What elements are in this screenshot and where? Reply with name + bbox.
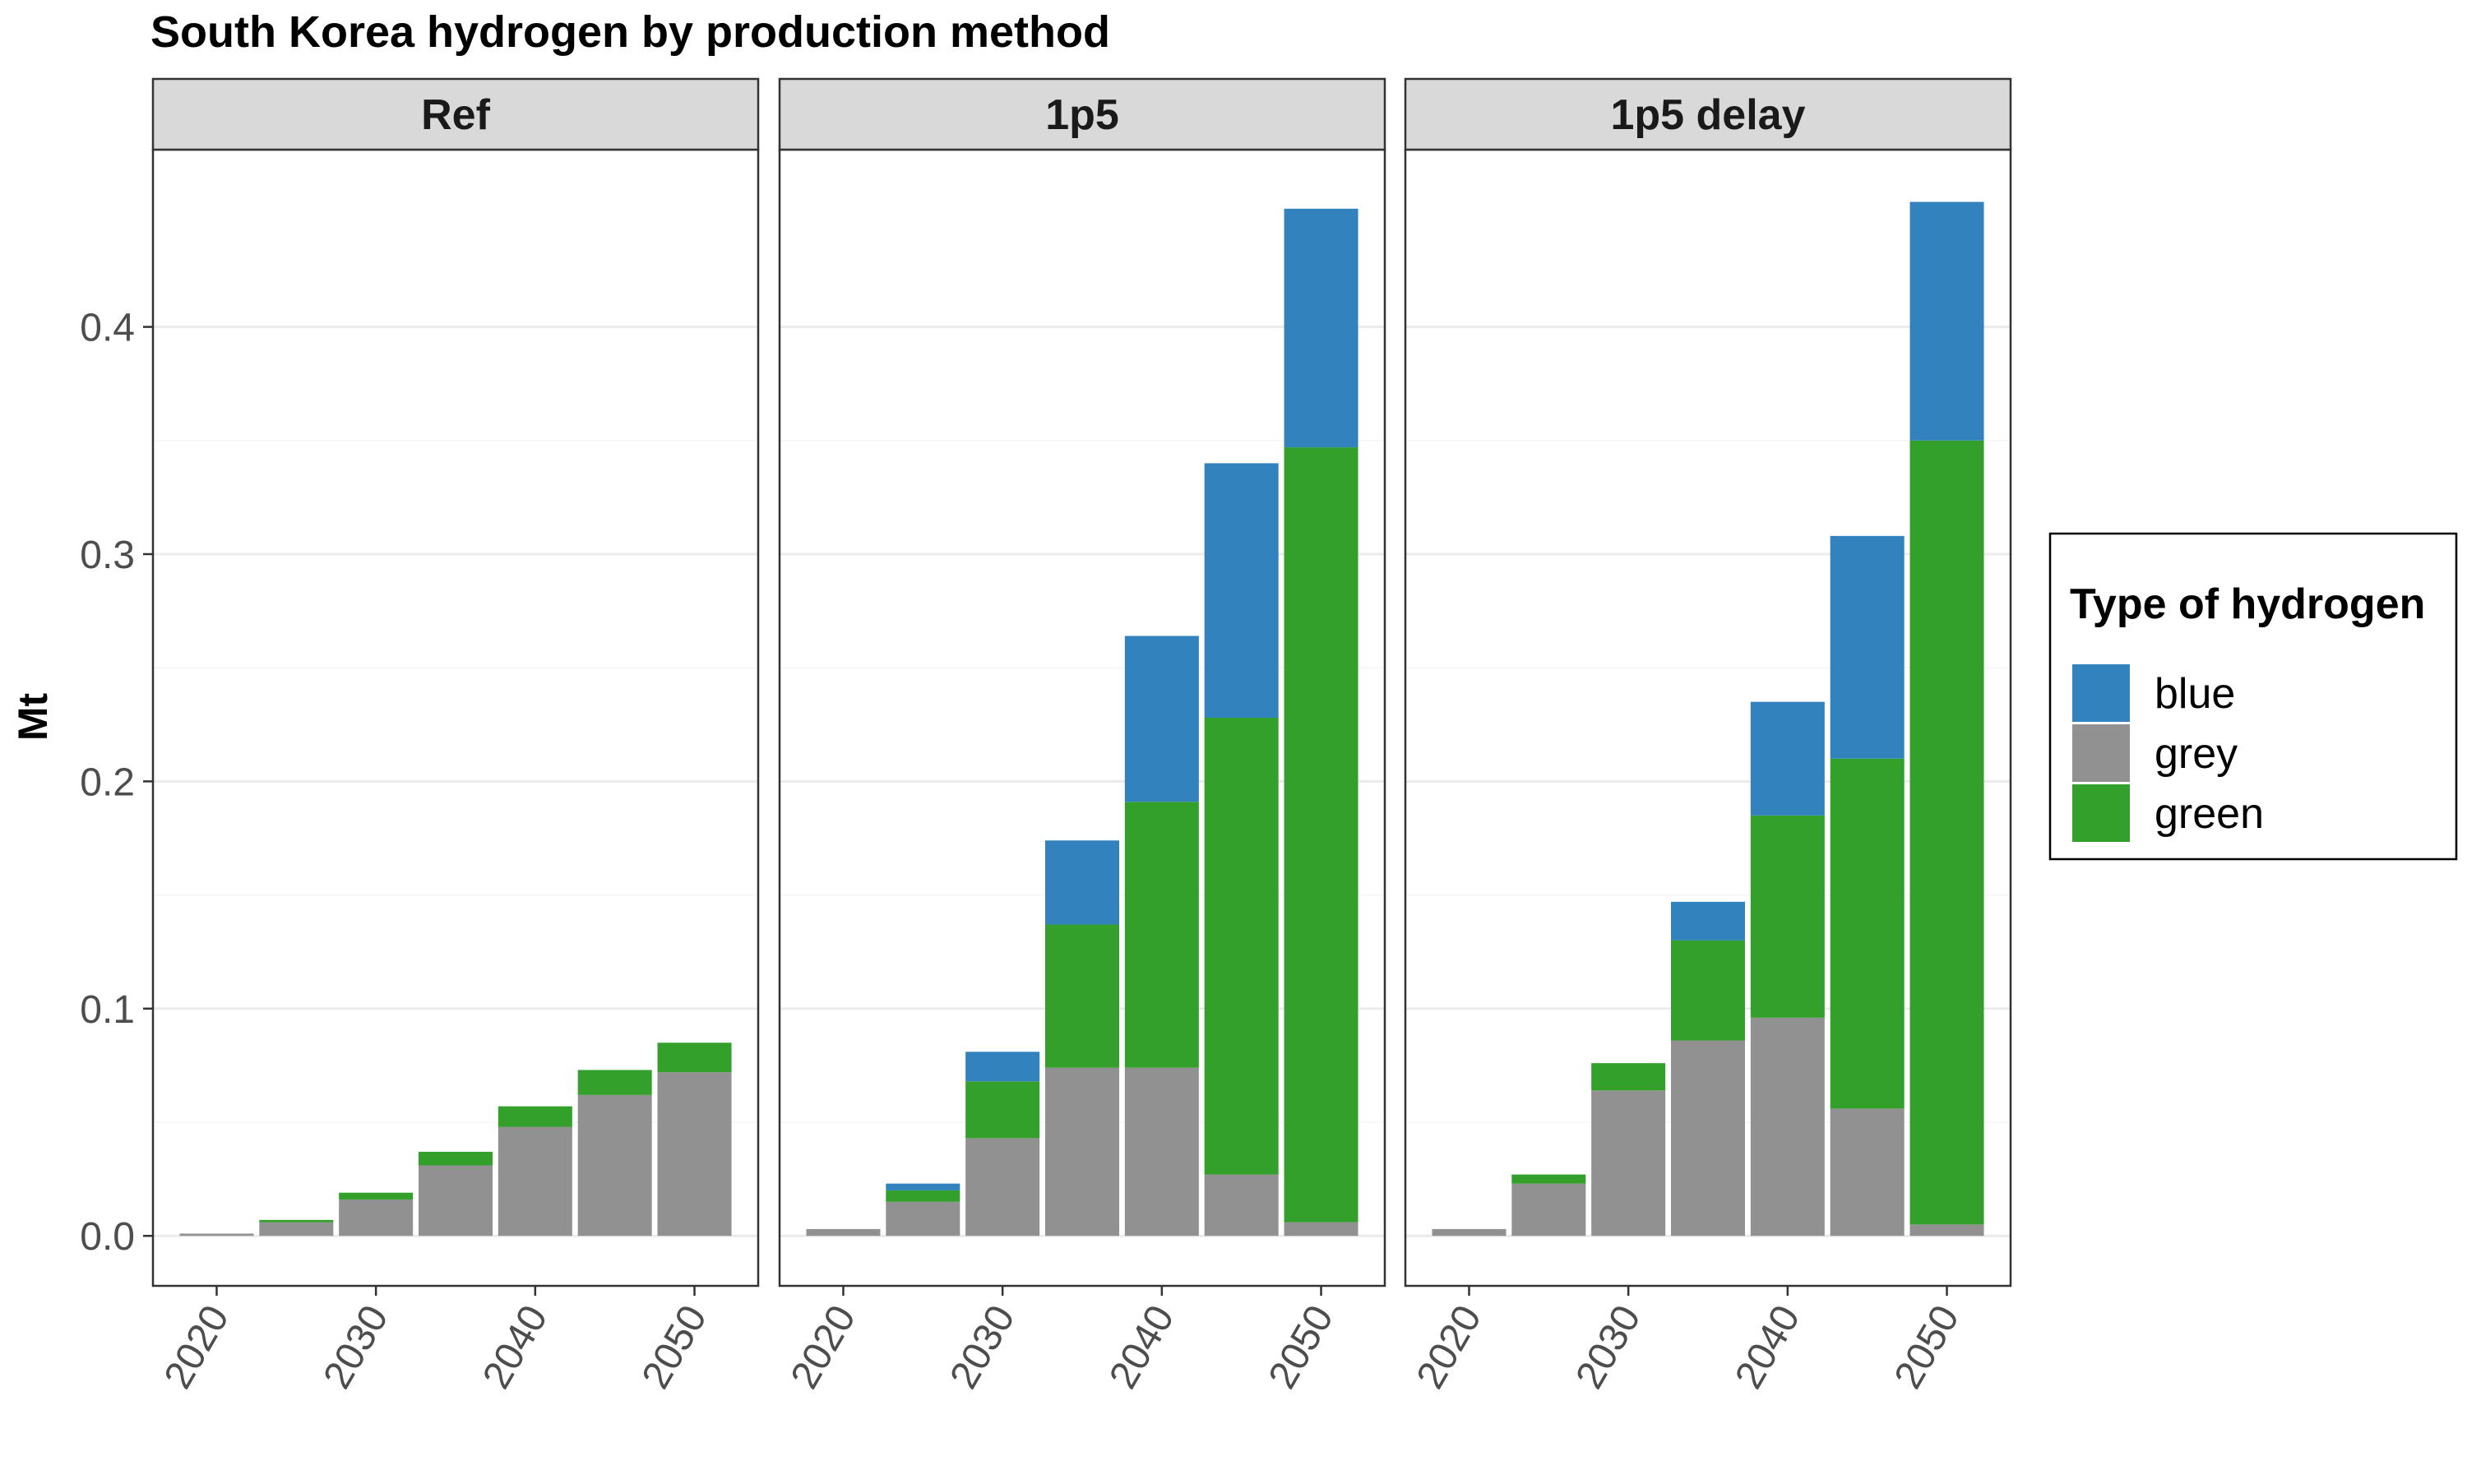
x-tick-label: 2030 — [1567, 1298, 1649, 1396]
x-tick-label: 2050 — [1261, 1298, 1342, 1396]
bar-segment-green — [657, 1042, 732, 1073]
bar-segment-grey — [1432, 1228, 1507, 1237]
y-tick-label: 0.1 — [80, 988, 135, 1032]
legend-title: Type of hydrogen — [2070, 580, 2425, 628]
bar-segment-green — [1909, 440, 1984, 1225]
bar-segment-grey — [179, 1233, 254, 1237]
bar-segment-grey — [657, 1072, 732, 1237]
x-tick-label: 2050 — [1886, 1298, 1968, 1396]
legend-label-green: green — [2155, 790, 2264, 838]
y-tick-label: 0.3 — [80, 534, 135, 577]
bar-segment-green — [965, 1081, 1040, 1139]
panel-0: Ref 2020 2030 2040 2050 — [151, 77, 760, 1396]
bar-segment-blue — [1909, 201, 1984, 441]
bar-segment-blue — [1045, 840, 1119, 925]
bar-segment-grey — [1124, 1067, 1199, 1237]
facet-strip-label: Ref — [421, 91, 490, 139]
bar-segment-blue — [965, 1052, 1040, 1082]
y-axis-title: Mt — [10, 693, 56, 742]
y-tick-label: 0.4 — [80, 307, 135, 350]
bar-segment-green — [339, 1192, 414, 1200]
bar-segment-grey — [577, 1094, 652, 1237]
x-tick-label: 2040 — [474, 1298, 556, 1396]
x-tick-label: 2050 — [634, 1298, 715, 1396]
legend-swatch-grey — [2072, 724, 2130, 782]
legend-label-grey: grey — [2155, 730, 2238, 778]
bar-segment-grey — [1284, 1222, 1358, 1237]
x-tick-label: 2040 — [1727, 1298, 1808, 1396]
bar-segment-green — [1204, 718, 1279, 1175]
bar-segment-blue — [1830, 535, 1905, 759]
bar-segment-grey — [259, 1222, 334, 1237]
x-tick-label: 2040 — [1101, 1298, 1183, 1396]
panel-1: 1p5 2020 2030 2040 2050 — [778, 77, 1386, 1396]
bar-segment-green — [1511, 1174, 1586, 1184]
facet-strip — [1404, 77, 2012, 151]
bar-segment-grey — [1750, 1017, 1825, 1237]
panel-background — [153, 150, 758, 1286]
legend-swatch-green — [2072, 784, 2130, 842]
legend: Type of hydrogen blue grey green — [2048, 532, 2458, 861]
bar-segment-blue — [1750, 701, 1825, 816]
bar-segment-grey — [419, 1165, 493, 1237]
facet-strip — [778, 77, 1386, 151]
bar-segment-green — [1284, 447, 1358, 1223]
bar-segment-green — [1830, 758, 1905, 1109]
bar-segment-grey — [1045, 1067, 1119, 1237]
x-tick-label: 2030 — [315, 1298, 396, 1396]
bar-segment-green — [577, 1070, 652, 1095]
bar-segment-grey — [1511, 1183, 1586, 1237]
bar-segment-green — [419, 1151, 493, 1166]
chart-title: South Korea hydrogen by production metho… — [150, 7, 1110, 57]
facet-strip-label: 1p5 — [1045, 91, 1119, 139]
bar-segment-grey — [965, 1138, 1040, 1237]
bar-segment-grey — [806, 1228, 881, 1237]
bar-segment-grey — [339, 1199, 414, 1237]
bar-segment-grey — [1204, 1174, 1279, 1237]
bar-segment-green — [886, 1190, 960, 1202]
x-tick-label: 2030 — [942, 1298, 1023, 1396]
bar-segment-green — [259, 1219, 334, 1223]
legend-items: blue grey green — [2072, 664, 2264, 842]
bar-segment-green — [1750, 815, 1825, 1018]
bar-segment-green — [1045, 924, 1119, 1068]
bar-segment-grey — [1591, 1090, 1666, 1237]
bar-segment-blue — [1284, 208, 1358, 448]
bar-segment-blue — [886, 1183, 960, 1190]
panel-2: 1p5 delay 2020 2030 2040 2050 — [1404, 77, 2012, 1396]
bar-segment-blue — [1671, 901, 1745, 941]
bar-segment-green — [498, 1106, 572, 1127]
facet-strip-label: 1p5 delay — [1610, 91, 1805, 139]
x-tick-label: 2020 — [1409, 1298, 1490, 1396]
bar-segment-blue — [1124, 636, 1199, 802]
y-tick-label: 0.0 — [80, 1215, 135, 1259]
legend-swatch-blue — [2072, 664, 2130, 722]
y-tick-label: 0.2 — [80, 760, 135, 804]
x-tick-label: 2020 — [783, 1298, 864, 1396]
bar-segment-green — [1124, 802, 1199, 1068]
bar-segment-grey — [886, 1201, 960, 1237]
legend-label-blue: blue — [2155, 670, 2235, 718]
bar-segment-grey — [1671, 1040, 1745, 1237]
bar-segment-green — [1591, 1063, 1666, 1091]
bar-segment-blue — [1204, 463, 1279, 718]
bar-segment-grey — [498, 1126, 572, 1237]
bar-segment-grey — [1909, 1224, 1984, 1237]
x-tick-label: 2020 — [156, 1298, 238, 1396]
facet-strip — [151, 77, 760, 151]
y-axis: 0.0 0.1 0.2 0.3 0.4 — [80, 307, 153, 1259]
bar-segment-green — [1671, 940, 1745, 1041]
bar-segment-grey — [1830, 1108, 1905, 1237]
